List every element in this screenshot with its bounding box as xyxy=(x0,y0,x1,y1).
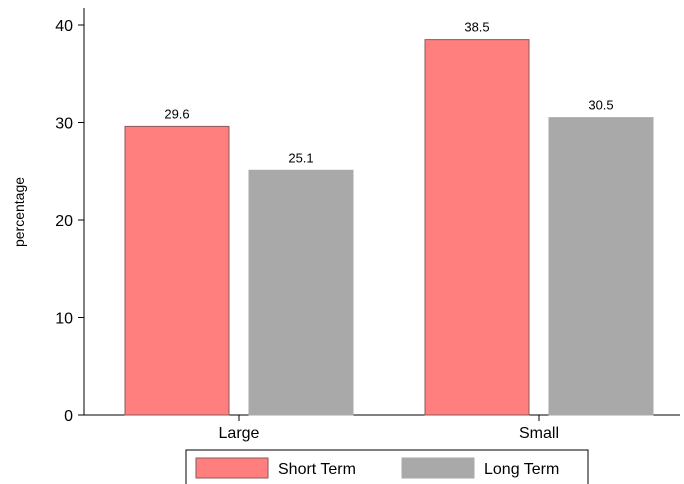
legend-swatch-short-term xyxy=(195,457,269,479)
y-tick-label: 10 xyxy=(55,311,73,328)
bar-value-label: 25.1 xyxy=(288,150,313,165)
legend-swatch-long-term xyxy=(401,457,475,479)
bar-short-term-large xyxy=(124,125,230,416)
legend-label-long-term: Long Term xyxy=(484,461,559,478)
x-tick-label: Large xyxy=(219,425,260,442)
y-tick-label: 30 xyxy=(55,116,73,133)
bar-long-term-small xyxy=(548,117,654,416)
bar-long-term-large xyxy=(248,169,354,416)
x-axis-ticks: Large Small xyxy=(219,415,559,442)
y-axis-ticks: 0 10 20 30 40 xyxy=(55,18,84,425)
legend: Short Term Long Term xyxy=(185,449,589,484)
x-tick-label: Small xyxy=(519,425,559,442)
bar-value-label: 38.5 xyxy=(464,20,489,35)
legend-label-short-term: Short Term xyxy=(278,461,356,478)
y-tick-label: 40 xyxy=(55,18,73,35)
y-axis-title: percentage xyxy=(11,177,27,247)
bars-group: 29.6 25.1 38.5 30.5 xyxy=(124,20,654,416)
bar-value-label: 29.6 xyxy=(164,106,189,121)
y-tick-label: 20 xyxy=(55,213,73,230)
bar-value-label: 30.5 xyxy=(588,98,613,113)
bar-short-term-small xyxy=(424,39,530,416)
y-tick-label: 0 xyxy=(64,408,73,425)
